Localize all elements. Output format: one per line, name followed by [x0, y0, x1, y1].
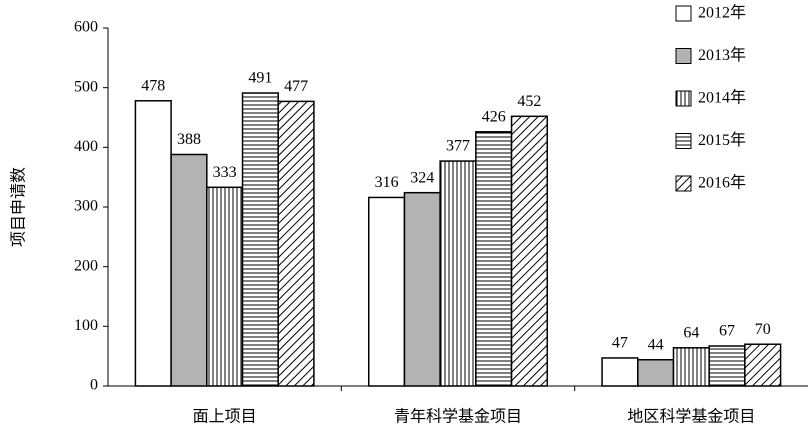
value-label: 324 — [410, 169, 434, 186]
bar — [708, 345, 746, 387]
legend-label: 2016年 — [698, 174, 746, 192]
value-label: 64 — [683, 324, 699, 341]
bar — [206, 186, 244, 387]
bar — [744, 343, 782, 387]
bar — [510, 115, 548, 387]
x-tick-label: 青年科学基金项目 — [394, 408, 522, 426]
value-label: 388 — [177, 131, 201, 148]
bar — [637, 358, 675, 387]
bar — [277, 100, 315, 387]
value-label: 452 — [517, 93, 541, 110]
legend-label: 2012年 — [698, 4, 746, 22]
bar — [241, 92, 279, 387]
value-label: 491 — [248, 70, 272, 87]
y-tick-label: 200 — [74, 257, 98, 274]
bar — [475, 131, 513, 387]
value-label: 44 — [648, 336, 664, 353]
legend-label: 2013年 — [698, 46, 746, 64]
value-label: 316 — [375, 174, 399, 191]
legend-swatch — [675, 5, 692, 22]
bar — [134, 100, 172, 387]
value-label: 70 — [755, 321, 771, 338]
value-label: 67 — [719, 323, 735, 340]
bar — [672, 347, 710, 387]
bar — [601, 357, 639, 387]
value-label: 426 — [482, 108, 506, 125]
value-label: 377 — [446, 138, 470, 155]
legend-swatch — [675, 175, 692, 192]
value-label: 477 — [284, 78, 308, 95]
value-label: 333 — [213, 164, 237, 181]
value-label: 478 — [141, 77, 165, 94]
value-label: 47 — [612, 335, 628, 352]
legend-swatch — [675, 133, 692, 149]
y-tick-label: 300 — [74, 198, 98, 215]
legend-swatch — [675, 48, 692, 64]
y-tick-label: 100 — [74, 317, 98, 334]
bar — [439, 160, 477, 387]
x-tick-label: 地区科学基金项目 — [627, 408, 755, 426]
legend-swatch — [675, 90, 692, 107]
bar — [368, 196, 406, 387]
bar — [170, 153, 208, 387]
y-axis-label: 项目申请数 — [10, 167, 28, 247]
legend-label: 2015年 — [698, 131, 746, 149]
y-tick-label: 400 — [74, 138, 98, 155]
legend-label: 2014年 — [698, 89, 746, 107]
x-tick-label: 面上项目 — [193, 408, 257, 426]
y-tick-label: 500 — [74, 78, 98, 95]
y-tick-label: 0 — [90, 377, 98, 394]
bar — [403, 191, 441, 387]
y-tick-label: 600 — [74, 19, 98, 36]
